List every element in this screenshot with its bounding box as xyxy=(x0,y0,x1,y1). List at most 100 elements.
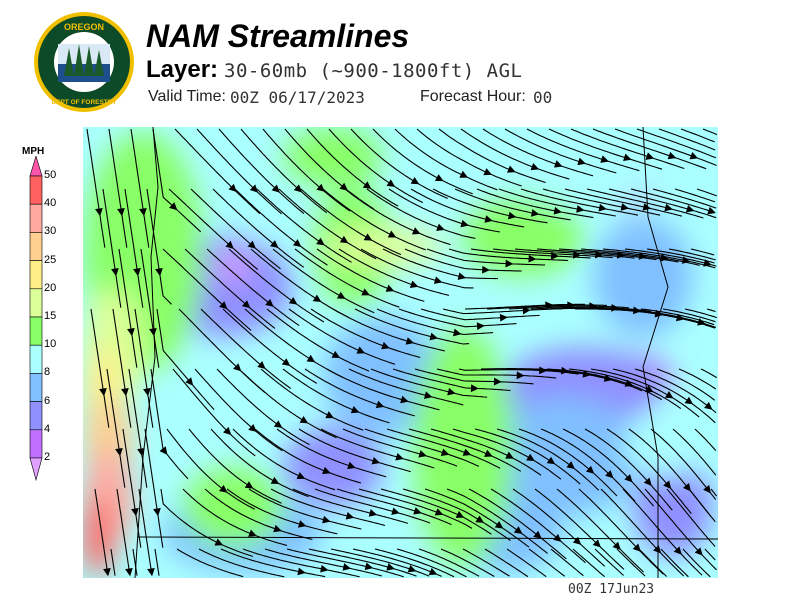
streamline xyxy=(668,248,716,261)
streamline xyxy=(308,548,417,577)
streamline xyxy=(570,128,685,170)
streamline xyxy=(118,248,138,368)
streamline-arrow xyxy=(440,448,450,456)
streamline xyxy=(414,368,534,385)
streamline xyxy=(408,428,522,472)
streamline xyxy=(694,428,717,451)
streamline xyxy=(374,548,455,578)
streamline xyxy=(260,368,364,431)
streamline xyxy=(240,128,328,214)
streamline-arrow xyxy=(117,207,125,217)
streamline xyxy=(606,428,692,514)
streamline xyxy=(184,248,276,329)
streamline xyxy=(190,188,281,270)
streamline xyxy=(128,368,148,488)
streamline-arrow xyxy=(703,484,711,494)
streamline xyxy=(256,188,352,263)
streamline xyxy=(662,308,716,323)
streamline-arrow xyxy=(494,520,504,529)
streamline-arrow xyxy=(297,520,307,528)
streamline xyxy=(656,368,716,401)
legend-tick: 30 xyxy=(44,225,57,238)
streamline xyxy=(386,428,501,469)
streamline xyxy=(704,548,716,561)
streamline xyxy=(188,428,282,504)
streamline-arrow xyxy=(428,567,438,576)
streamline xyxy=(592,128,707,170)
streamline-arrow xyxy=(131,507,139,517)
streamline-arrow xyxy=(409,280,419,288)
streamline xyxy=(154,548,160,576)
streamline xyxy=(380,488,492,535)
streamline xyxy=(546,368,663,401)
streamline xyxy=(490,488,586,564)
streamline xyxy=(398,308,517,328)
streamline-arrow xyxy=(249,184,259,193)
streamline-arrow xyxy=(125,567,133,577)
streamline xyxy=(350,128,448,200)
streamline xyxy=(430,428,542,476)
streamline xyxy=(194,368,283,452)
wind-speed-region xyxy=(283,427,383,507)
legend-swatch xyxy=(29,175,43,205)
streamline xyxy=(530,306,651,312)
streamline xyxy=(328,128,424,204)
streamline xyxy=(540,428,636,502)
streamline-arrow xyxy=(347,461,356,470)
streamline-arrow xyxy=(288,296,298,305)
streamline xyxy=(344,188,451,246)
streamline xyxy=(110,548,116,576)
streamline xyxy=(316,248,425,302)
streamline xyxy=(506,548,547,578)
streamline xyxy=(672,428,717,476)
wind-speed-region xyxy=(633,457,713,557)
streamline xyxy=(392,368,511,392)
streamline xyxy=(622,488,703,576)
streamline xyxy=(210,428,309,498)
streamline xyxy=(600,488,684,577)
legend-over-triangle xyxy=(29,156,43,177)
streamline-arrow xyxy=(155,267,163,277)
legend-colorbar xyxy=(29,156,43,482)
streamline-arrow xyxy=(271,184,280,193)
streamline-arrow xyxy=(115,447,123,457)
streamline-arrow xyxy=(368,509,378,517)
streamline-arrow xyxy=(273,420,283,429)
streamline-arrow xyxy=(663,480,672,489)
streamline-arrow xyxy=(99,387,107,397)
streamline-arrow xyxy=(566,461,575,470)
streamline xyxy=(702,128,718,136)
streamline-arrow xyxy=(553,533,562,542)
streamline xyxy=(162,248,252,331)
streamline xyxy=(640,308,715,326)
streamline xyxy=(710,488,718,497)
streamline-arrow xyxy=(364,562,374,571)
streamline xyxy=(448,248,569,262)
streamline-arrow xyxy=(386,179,396,187)
streamline-arrow xyxy=(624,474,633,483)
streamline xyxy=(528,548,566,577)
streamline xyxy=(498,188,616,217)
streamline-arrow xyxy=(642,203,652,211)
streamline xyxy=(452,428,562,480)
streamline xyxy=(90,308,110,428)
streamline-arrow xyxy=(214,538,224,546)
streamline xyxy=(250,248,350,319)
streamline xyxy=(370,368,488,398)
streamline xyxy=(266,308,370,372)
streamline xyxy=(568,368,682,410)
streamline xyxy=(616,548,646,577)
streamline xyxy=(156,308,215,410)
streamline-arrow xyxy=(219,301,228,310)
streamline-arrow xyxy=(363,233,373,241)
streamline xyxy=(284,128,375,210)
streamline xyxy=(354,308,470,345)
streamline-arrow xyxy=(689,151,699,160)
streamline xyxy=(94,488,109,576)
streamline-arrow xyxy=(342,563,351,571)
streamline xyxy=(226,488,338,535)
streamline xyxy=(376,308,494,335)
streamline-arrow xyxy=(391,507,400,515)
streamline xyxy=(564,188,683,217)
streamline xyxy=(352,548,442,577)
